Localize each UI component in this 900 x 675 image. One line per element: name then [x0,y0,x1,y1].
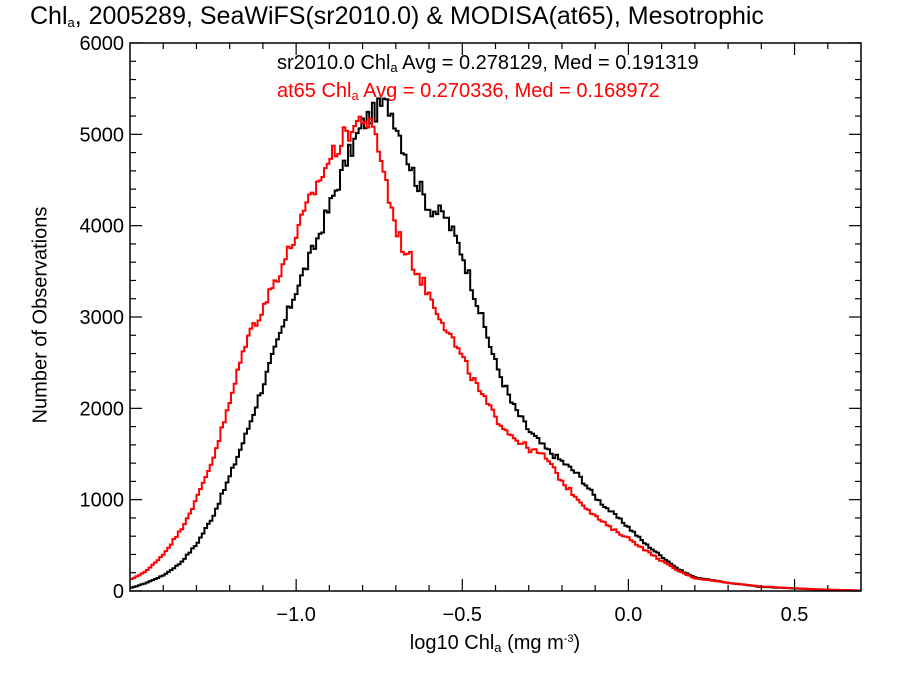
y-tick-label: 1000 [80,490,125,512]
plot-frame [129,42,862,592]
chart-title: Chla, 2005289, SeaWiFS(sr2010.0) & MODIS… [30,2,764,30]
x-tick-label: 0.0 [615,604,643,626]
y-tick-label: 3000 [80,307,125,329]
series-line-at65 [130,115,861,592]
legend-entry-sr2010: sr2010.0 Chla Avg = 0.278129, Med = 0.19… [277,52,699,75]
y-tick-label: 2000 [80,398,125,420]
y-tick-label: 6000 [80,33,125,55]
y-tick-label: 0 [113,581,124,603]
y-tick-label: 4000 [80,216,125,238]
x-tick-label: 0.5 [781,604,809,626]
x-tick-label: −0.5 [443,604,482,626]
legend-entry-at65: at65 Chla Avg = 0.270336, Med = 0.168972 [277,80,660,103]
series-line-sr2010 [130,97,861,592]
x-tick-label: −1.0 [276,604,315,626]
y-tick-label: 5000 [80,124,125,146]
x-axis-label: log10 Chla (mg m-3) [409,632,581,655]
